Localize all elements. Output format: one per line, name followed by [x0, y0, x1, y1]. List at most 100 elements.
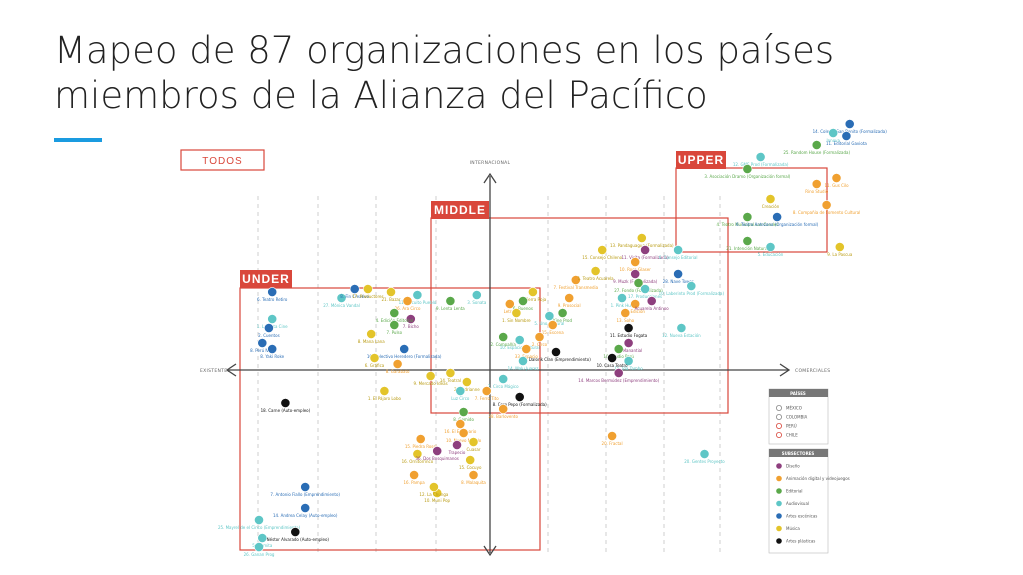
data-point[interactable]: [570, 275, 581, 285]
data-point[interactable]: [402, 296, 413, 306]
data-point[interactable]: [673, 269, 683, 279]
data-point[interactable]: [765, 194, 776, 204]
data-point[interactable]: [504, 299, 515, 309]
data-point[interactable]: [432, 446, 443, 456]
data-point[interactable]: [458, 428, 469, 438]
data-point[interactable]: [254, 515, 264, 525]
data-point[interactable]: [300, 503, 311, 513]
data-point[interactable]: [290, 527, 301, 537]
data-point[interactable]: [607, 353, 617, 363]
data-point[interactable]: [834, 242, 845, 252]
data-point[interactable]: [831, 173, 842, 183]
data-point[interactable]: [528, 287, 538, 297]
data-point[interactable]: [465, 455, 476, 465]
data-point[interactable]: [551, 347, 561, 357]
data-point[interactable]: [399, 344, 410, 354]
data-point[interactable]: [452, 440, 462, 450]
data-point[interactable]: [349, 284, 360, 294]
data-point[interactable]: [828, 128, 839, 138]
data-point[interactable]: [425, 371, 436, 381]
data-point[interactable]: [254, 542, 264, 552]
data-point[interactable]: [841, 131, 852, 141]
data-point[interactable]: [461, 377, 472, 387]
data-point[interactable]: [607, 431, 617, 441]
data-point[interactable]: [386, 287, 396, 297]
data-point[interactable]: [468, 437, 479, 447]
data-point[interactable]: [597, 245, 608, 255]
data-point[interactable]: [389, 308, 400, 318]
data-point[interactable]: [514, 335, 525, 345]
data-point[interactable]: [445, 368, 456, 378]
data-point[interactable]: [544, 311, 555, 321]
data-point[interactable]: [613, 344, 624, 354]
data-point[interactable]: [521, 344, 532, 354]
data-point[interactable]: [564, 293, 575, 303]
data-point[interactable]: [415, 434, 426, 444]
data-point[interactable]: [673, 245, 683, 255]
data-point[interactable]: [630, 257, 641, 267]
data-point[interactable]: [280, 398, 291, 408]
data-point[interactable]: [646, 296, 657, 306]
data-point[interactable]: [336, 293, 347, 303]
data-point[interactable]: [412, 449, 423, 459]
data-point[interactable]: [811, 179, 822, 189]
data-point[interactable]: [821, 200, 832, 210]
data-point[interactable]: [742, 212, 753, 222]
data-point[interactable]: [468, 470, 479, 480]
data-point[interactable]: [300, 482, 311, 492]
data-point[interactable]: [623, 338, 634, 348]
data-point[interactable]: [518, 356, 528, 366]
data-point[interactable]: [445, 296, 456, 306]
data-point[interactable]: [369, 353, 380, 363]
data-point[interactable]: [267, 344, 278, 354]
data-point[interactable]: [640, 284, 650, 294]
data-point[interactable]: [547, 320, 558, 330]
data-point[interactable]: [699, 449, 710, 459]
data-point[interactable]: [630, 269, 641, 279]
data-point[interactable]: [471, 290, 482, 300]
data-point[interactable]: [379, 386, 390, 396]
filter-todos-button[interactable]: TODOS: [180, 149, 265, 171]
data-point[interactable]: [498, 404, 509, 414]
data-point[interactable]: [511, 308, 522, 318]
data-point[interactable]: [676, 323, 687, 333]
data-point[interactable]: [613, 368, 624, 378]
data-point[interactable]: [811, 140, 822, 150]
data-point[interactable]: [412, 290, 423, 300]
data-point[interactable]: [263, 323, 274, 333]
data-point[interactable]: [620, 308, 631, 318]
data-point[interactable]: [455, 419, 466, 429]
data-point[interactable]: [409, 470, 419, 480]
data-point[interactable]: [366, 329, 377, 339]
data-point[interactable]: [498, 374, 509, 384]
data-point[interactable]: [455, 386, 466, 396]
data-point[interactable]: [623, 356, 634, 366]
data-point[interactable]: [498, 332, 509, 342]
data-point[interactable]: [765, 242, 776, 252]
data-point[interactable]: [389, 320, 400, 330]
data-point[interactable]: [630, 299, 641, 309]
data-point[interactable]: [257, 533, 268, 543]
data-point[interactable]: [481, 386, 492, 396]
data-point[interactable]: [755, 152, 766, 162]
data-point[interactable]: [518, 296, 528, 306]
data-point[interactable]: [742, 164, 753, 174]
data-point[interactable]: [590, 266, 601, 276]
data-point[interactable]: [458, 407, 469, 417]
data-point[interactable]: [257, 338, 268, 348]
data-point[interactable]: [636, 233, 647, 243]
data-point[interactable]: [772, 212, 782, 222]
data-point[interactable]: [392, 359, 403, 369]
data-point[interactable]: [742, 236, 753, 246]
data-point[interactable]: [557, 308, 568, 318]
data-point[interactable]: [405, 314, 416, 324]
data-point[interactable]: [428, 482, 439, 492]
data-point[interactable]: [623, 323, 634, 333]
data-point[interactable]: [686, 281, 697, 291]
data-point[interactable]: [640, 245, 650, 255]
data-point[interactable]: [534, 332, 545, 342]
data-point[interactable]: [844, 119, 855, 129]
data-point[interactable]: [267, 314, 278, 324]
data-point[interactable]: [267, 287, 278, 297]
data-point[interactable]: [617, 293, 627, 303]
